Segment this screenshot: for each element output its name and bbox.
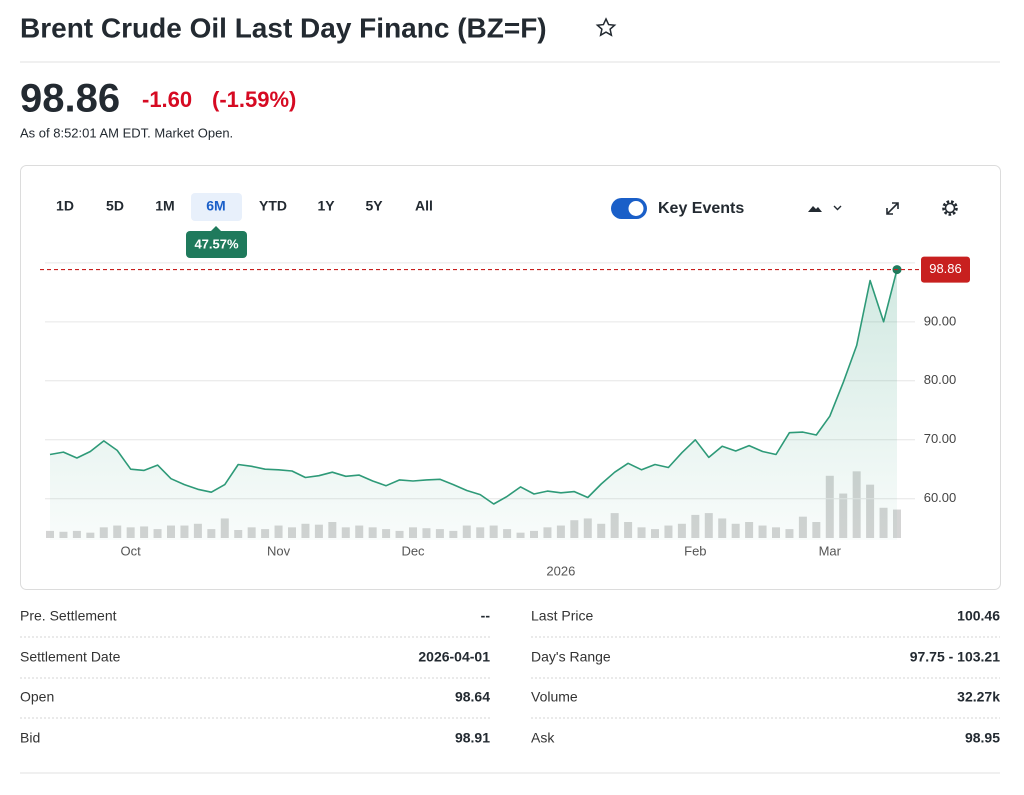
range-button[interactable]: 1D xyxy=(56,198,74,214)
range-button[interactable]: 6M xyxy=(206,198,225,214)
y-tick-label: 70.00 xyxy=(924,431,957,446)
x-tick-label: Nov xyxy=(267,543,291,558)
as-of: As of 8:52:01 AM EDT. Market Open. xyxy=(20,125,233,140)
stat-value: 98.91 xyxy=(455,730,490,746)
stat-value: 100.46 xyxy=(957,608,1000,624)
page-title: Brent Crude Oil Last Day Financ (BZ=F) xyxy=(20,12,547,43)
y-tick-label: 90.00 xyxy=(924,313,957,328)
y-tick-label: 80.00 xyxy=(924,372,957,387)
chart-type-icon[interactable] xyxy=(808,206,822,212)
watchlist-star[interactable] xyxy=(595,17,617,37)
range-button[interactable]: 1M xyxy=(155,198,174,214)
chart-card xyxy=(20,165,1001,590)
stat-value: 98.95 xyxy=(965,730,1000,746)
settings-icon[interactable] xyxy=(942,200,958,216)
stat-label: Day's Range xyxy=(531,649,611,665)
toggle-knob xyxy=(628,201,644,216)
range-selected-bg xyxy=(191,193,242,221)
stat-value: 97.75 - 103.21 xyxy=(910,649,1001,665)
stats-table: Pre. Settlement -- Settlement Date 2026-04-… xyxy=(20,608,1000,746)
y-tick-label: 60.00 xyxy=(924,490,957,505)
price-change-percent: (-1.59%) xyxy=(212,87,296,112)
plot: 60.0070.0080.0090.00100.00OctNovDec2026F… xyxy=(40,254,970,578)
stat-label: Open xyxy=(20,689,54,705)
stat-label: Last Price xyxy=(531,608,593,624)
range-buttons: 1D 5D 1M 6M YTD 1Y 5Y All xyxy=(56,193,433,221)
stat-label: Ask xyxy=(531,730,555,746)
range-button[interactable]: YTD xyxy=(259,198,287,214)
range-change: 47.57% xyxy=(194,236,239,251)
x-tick-label: Dec xyxy=(401,543,425,558)
x-tick-label: Mar xyxy=(819,543,842,558)
chart-type-chevron[interactable] xyxy=(833,205,842,211)
price-change: -1.60 xyxy=(142,87,192,112)
gear-body xyxy=(944,202,956,214)
stat-label: Settlement Date xyxy=(20,649,121,665)
stat-label: Bid xyxy=(20,730,40,746)
fullscreen-icon[interactable] xyxy=(886,202,899,215)
badge-pointer xyxy=(210,226,222,232)
area-fill xyxy=(50,269,897,540)
price: 98.86 xyxy=(20,77,120,121)
stat-value: 98.64 xyxy=(455,689,490,705)
range-button[interactable]: 5D xyxy=(106,198,124,214)
x-tick-label: Feb xyxy=(684,543,706,558)
x-tick-label: 2026 xyxy=(546,563,575,578)
stat-label: Volume xyxy=(531,689,578,705)
stat-label: Pre. Settlement xyxy=(20,608,117,624)
stat-value: 2026-04-01 xyxy=(418,649,490,665)
x-tick-label: Oct xyxy=(121,543,142,558)
gear-teeth xyxy=(942,200,958,216)
current-price-badge xyxy=(921,256,970,283)
key-events-label[interactable]: Key Events xyxy=(658,200,744,217)
stat-value: -- xyxy=(481,608,491,624)
range-change-badge xyxy=(186,231,247,258)
stat-value: 32.27k xyxy=(957,689,1000,705)
range-button[interactable]: All xyxy=(415,198,433,214)
price-line xyxy=(49,269,898,505)
current-price-label: 98.86 xyxy=(929,261,962,276)
range-button[interactable]: 1Y xyxy=(317,198,335,214)
range-button[interactable]: 5Y xyxy=(365,198,383,214)
